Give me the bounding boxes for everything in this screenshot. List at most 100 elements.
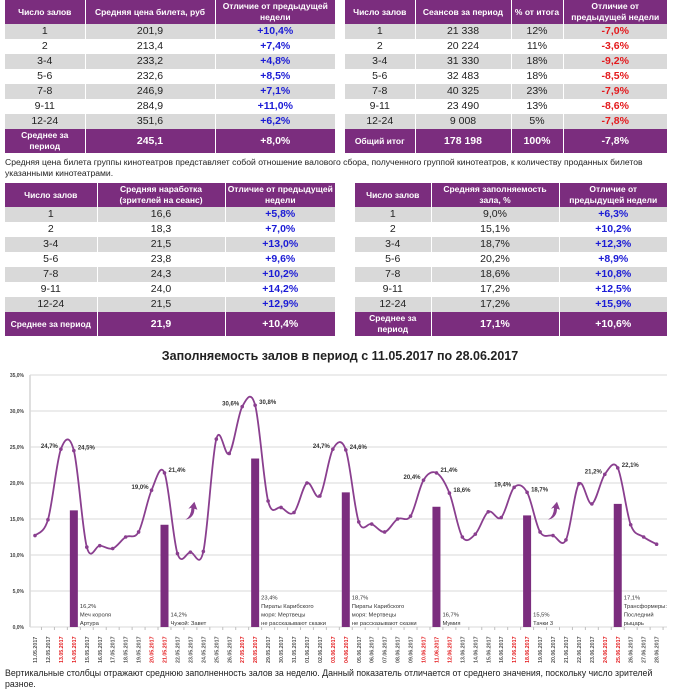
table-row: 9-11 17,2% +12,5% [355, 282, 668, 297]
footer-cell: 245,1 [85, 129, 216, 153]
point-label: 24,6% [350, 445, 368, 451]
data-point [305, 481, 309, 485]
x-tick-label: 27.05.2017 [240, 636, 246, 663]
point-label: 21,4% [169, 468, 187, 474]
x-tick-label: 21.06.2017 [564, 636, 570, 663]
data-point [395, 517, 400, 521]
x-tick-label: 16.06.2017 [499, 636, 505, 663]
weekly-bar [160, 524, 169, 627]
bar-label: Последний [624, 612, 654, 619]
bar-label: Пираты Карибского [261, 604, 313, 610]
data-point [356, 520, 361, 524]
data-point [110, 546, 115, 551]
x-tick-label: 17.05.2017 [111, 636, 117, 663]
data-point [499, 515, 504, 520]
x-tick-label: 03.06.2017 [331, 636, 337, 663]
col-header: Отличие от предыдущей недели [563, 0, 668, 24]
x-tick-label: 18.05.2017 [124, 636, 130, 663]
footer-cell: 17,1% [431, 312, 560, 336]
table-cell: -8,5% [563, 69, 668, 84]
table-cell: +13,0% [225, 237, 336, 252]
table-cell: 3-4 [5, 54, 86, 69]
data-point [641, 535, 646, 539]
bar-label: Артура [80, 621, 100, 627]
bar-label: не рассказывают сказки [261, 621, 326, 627]
data-point [408, 514, 413, 518]
footer-cell: 100% [511, 129, 564, 153]
table-cell: -8,6% [563, 99, 668, 114]
x-tick-label: 05.06.2017 [357, 636, 363, 663]
point-label: 19,0% [132, 485, 150, 491]
table-cell: 9-11 [345, 99, 416, 114]
table-cell: -7,9% [563, 84, 668, 99]
x-tick-label: 07.06.2017 [383, 636, 389, 663]
table-row: 2 20 224 11% -3,6% [345, 39, 668, 54]
data-point [85, 545, 89, 549]
x-tick-label: 15.06.2017 [486, 636, 492, 663]
bar-label: 16,7% [442, 613, 458, 619]
table-cell: -3,6% [563, 39, 668, 54]
table-row: 5-6 232,6 +8,5% [5, 69, 336, 84]
x-tick-label: 19.06.2017 [538, 636, 544, 663]
x-tick-label: 20.06.2017 [551, 636, 557, 663]
col-header: Число залов [345, 0, 416, 24]
table-cell: +7,1% [215, 84, 336, 99]
table-cell: 13% [511, 99, 564, 114]
point-label: 30,6% [222, 402, 240, 408]
table-cell: 40 325 [415, 84, 512, 99]
footer-cell: Среднее за период [5, 129, 86, 153]
table-cell: 21,5 [97, 297, 226, 312]
table-row: 9-11 23 490 13% -8,6% [345, 99, 668, 114]
data-point [460, 535, 465, 539]
x-tick-label: 24.06.2017 [603, 636, 609, 663]
data-point [46, 517, 50, 522]
table-cell: 12-24 [5, 297, 98, 312]
data-point [447, 491, 452, 495]
table-cell: 21,5 [97, 237, 226, 252]
x-tick-label: 12.05.2017 [46, 636, 52, 663]
table-row: 3-4 21,5 +13,0% [5, 237, 336, 252]
table-row: 3-4 18,7% +12,3% [355, 237, 668, 252]
bar-label: не рассказывают сказки [352, 621, 417, 627]
data-point [615, 466, 620, 470]
table-cell: 9-11 [5, 282, 98, 297]
table-cell: 24,3 [97, 267, 226, 282]
table-row: 12-24 17,2% +15,9% [355, 297, 668, 312]
chart-title: Заполняемость залов в период с 11.05.201… [161, 349, 519, 363]
table-row: 3-4 31 330 18% -9,2% [345, 54, 668, 69]
col-header: Отличие от предыдущей недели [559, 183, 668, 207]
table-cell: 1 [355, 207, 432, 222]
bar-label: 17,1% [624, 596, 640, 602]
footer-cell: 21,9 [97, 312, 226, 336]
table-row: 12-24 21,5 +12,9% [5, 297, 336, 312]
x-tick-label: 12.06.2017 [447, 636, 453, 663]
x-tick-label: 11.06.2017 [434, 637, 440, 663]
footer-cell: -7,8% [563, 129, 668, 153]
x-tick-label: 01.06.2017 [305, 636, 311, 663]
x-tick-label: 28.05.2017 [253, 636, 259, 663]
table-cell: 23,8 [97, 252, 226, 267]
y-tick-label: 15,0% [10, 517, 25, 523]
x-tick-label: 30.05.2017 [279, 636, 285, 663]
weekly-bar [251, 458, 260, 627]
y-tick-label: 5,0% [13, 589, 25, 595]
table-cell: +8,5% [215, 69, 336, 84]
table-row: 1 16,6 +5,8% [5, 207, 336, 222]
data-point [512, 485, 516, 490]
data-point [434, 471, 439, 475]
table-cell: 3-4 [355, 237, 432, 252]
x-tick-label: 13.05.2017 [59, 636, 65, 663]
table-cell: 20,2% [431, 252, 560, 267]
x-tick-label: 16.05.2017 [98, 636, 104, 663]
x-tick-label: 25.05.2017 [214, 636, 220, 663]
weekly-bar [341, 492, 350, 627]
table-cell: 7-8 [355, 267, 432, 282]
x-tick-label: 27.06.2017 [642, 636, 648, 663]
data-point [72, 448, 76, 453]
table-cell: 12-24 [355, 297, 432, 312]
table-cell: +10,2% [225, 267, 336, 282]
col-header: Сеансов за период [415, 0, 512, 24]
table-row: 3-4 233,2 +4,8% [5, 54, 336, 69]
data-point [473, 532, 478, 536]
table-row: 5-6 32 483 18% -8,5% [345, 69, 668, 84]
